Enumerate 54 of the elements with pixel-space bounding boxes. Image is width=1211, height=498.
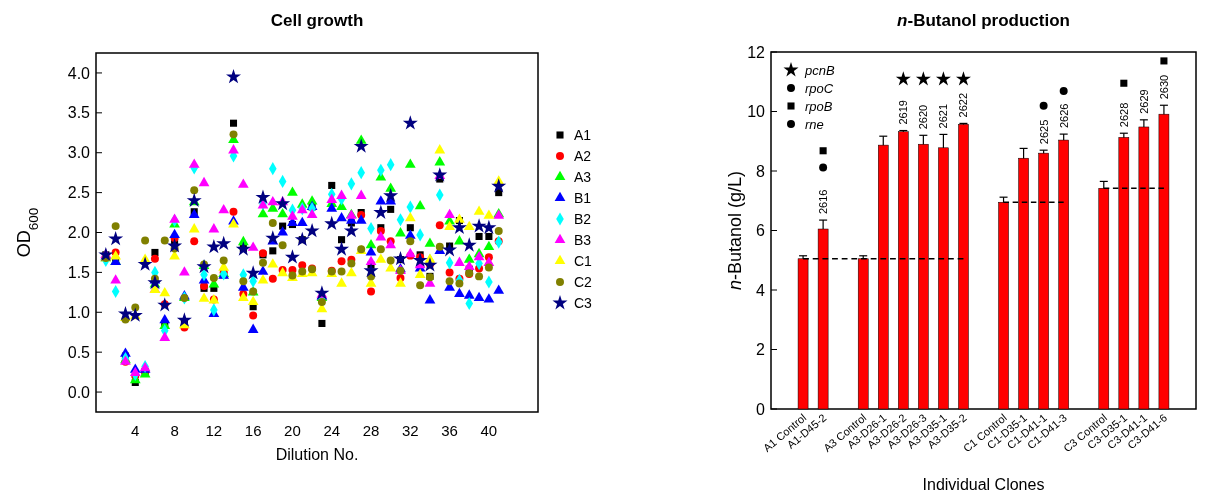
annotation: 2625 (1037, 119, 1050, 145)
x-axis-title: Individual Clones (922, 476, 1045, 493)
y-tick-label: 0 (756, 400, 766, 418)
y-tick-label: 3.0 (67, 144, 91, 162)
legend-label: rne (805, 116, 824, 132)
y-tick-label: 10 (747, 103, 766, 121)
legend-label: C2 (574, 273, 593, 290)
legend-label: C1 (574, 252, 593, 269)
y-tick-label: 3.5 (67, 104, 91, 122)
legend-label: A1 (574, 126, 592, 143)
y-tick-label: 6 (756, 222, 766, 240)
x-tick-label: 36 (441, 422, 458, 439)
x-tick-label: 4 (131, 422, 140, 439)
legend-label: pcnB (804, 62, 835, 78)
annotation: 2622 (957, 92, 970, 118)
x-tick-label: 20 (284, 422, 301, 439)
y-tick-label: 0.5 (67, 343, 91, 361)
y-tick-label: 1.5 (67, 263, 91, 281)
y-tick-label: 2.0 (67, 224, 91, 242)
y-tick-label: 4 (756, 281, 766, 299)
annotation: 2629 (1137, 89, 1150, 114)
y-tick-label: 2.5 (67, 184, 91, 202)
x-tick-label: 12 (205, 422, 223, 439)
y-axis-title: n-Butanol (g/L) (725, 170, 745, 291)
annotation: 2630 (1157, 74, 1170, 100)
legend-label: B1 (574, 189, 592, 206)
x-tick-label: 8 (170, 422, 179, 439)
y-tick-label: 4.0 (67, 64, 91, 82)
x-axis-title: Dilution No. (275, 446, 359, 463)
x-tick-label: 40 (480, 422, 498, 439)
annotation: 2616 (817, 189, 830, 215)
chart-title: Cell growth (270, 11, 364, 30)
legend-label: A3 (574, 168, 592, 185)
legend-label: rpoB (805, 98, 833, 114)
chart-title: n-Butanol production (897, 11, 1070, 30)
y-tick-label: 2 (756, 341, 766, 359)
annotation: 2628 (1117, 102, 1130, 128)
x-tick-label: 28 (362, 422, 380, 439)
x-tick-label: 16 (244, 422, 262, 439)
legend-label: B2 (574, 210, 592, 227)
y-tick-label: 12 (747, 43, 766, 61)
y-tick-label: 8 (756, 162, 766, 180)
annotation: 2621 (937, 103, 950, 129)
y-tick-label: 0.0 (67, 383, 91, 401)
legend-label: B3 (574, 231, 592, 248)
legend-label: C3 (574, 294, 593, 311)
x-tick-label: 24 (323, 422, 341, 439)
annotation: 2619 (897, 100, 910, 125)
x-tick-label: 32 (401, 422, 419, 439)
annotation: 2620 (917, 104, 930, 130)
legend-label: A2 (574, 147, 592, 164)
annotation: 2626 (1057, 103, 1070, 129)
legend-label: rpoC (805, 80, 834, 96)
y-tick-label: 1.0 (67, 303, 91, 321)
